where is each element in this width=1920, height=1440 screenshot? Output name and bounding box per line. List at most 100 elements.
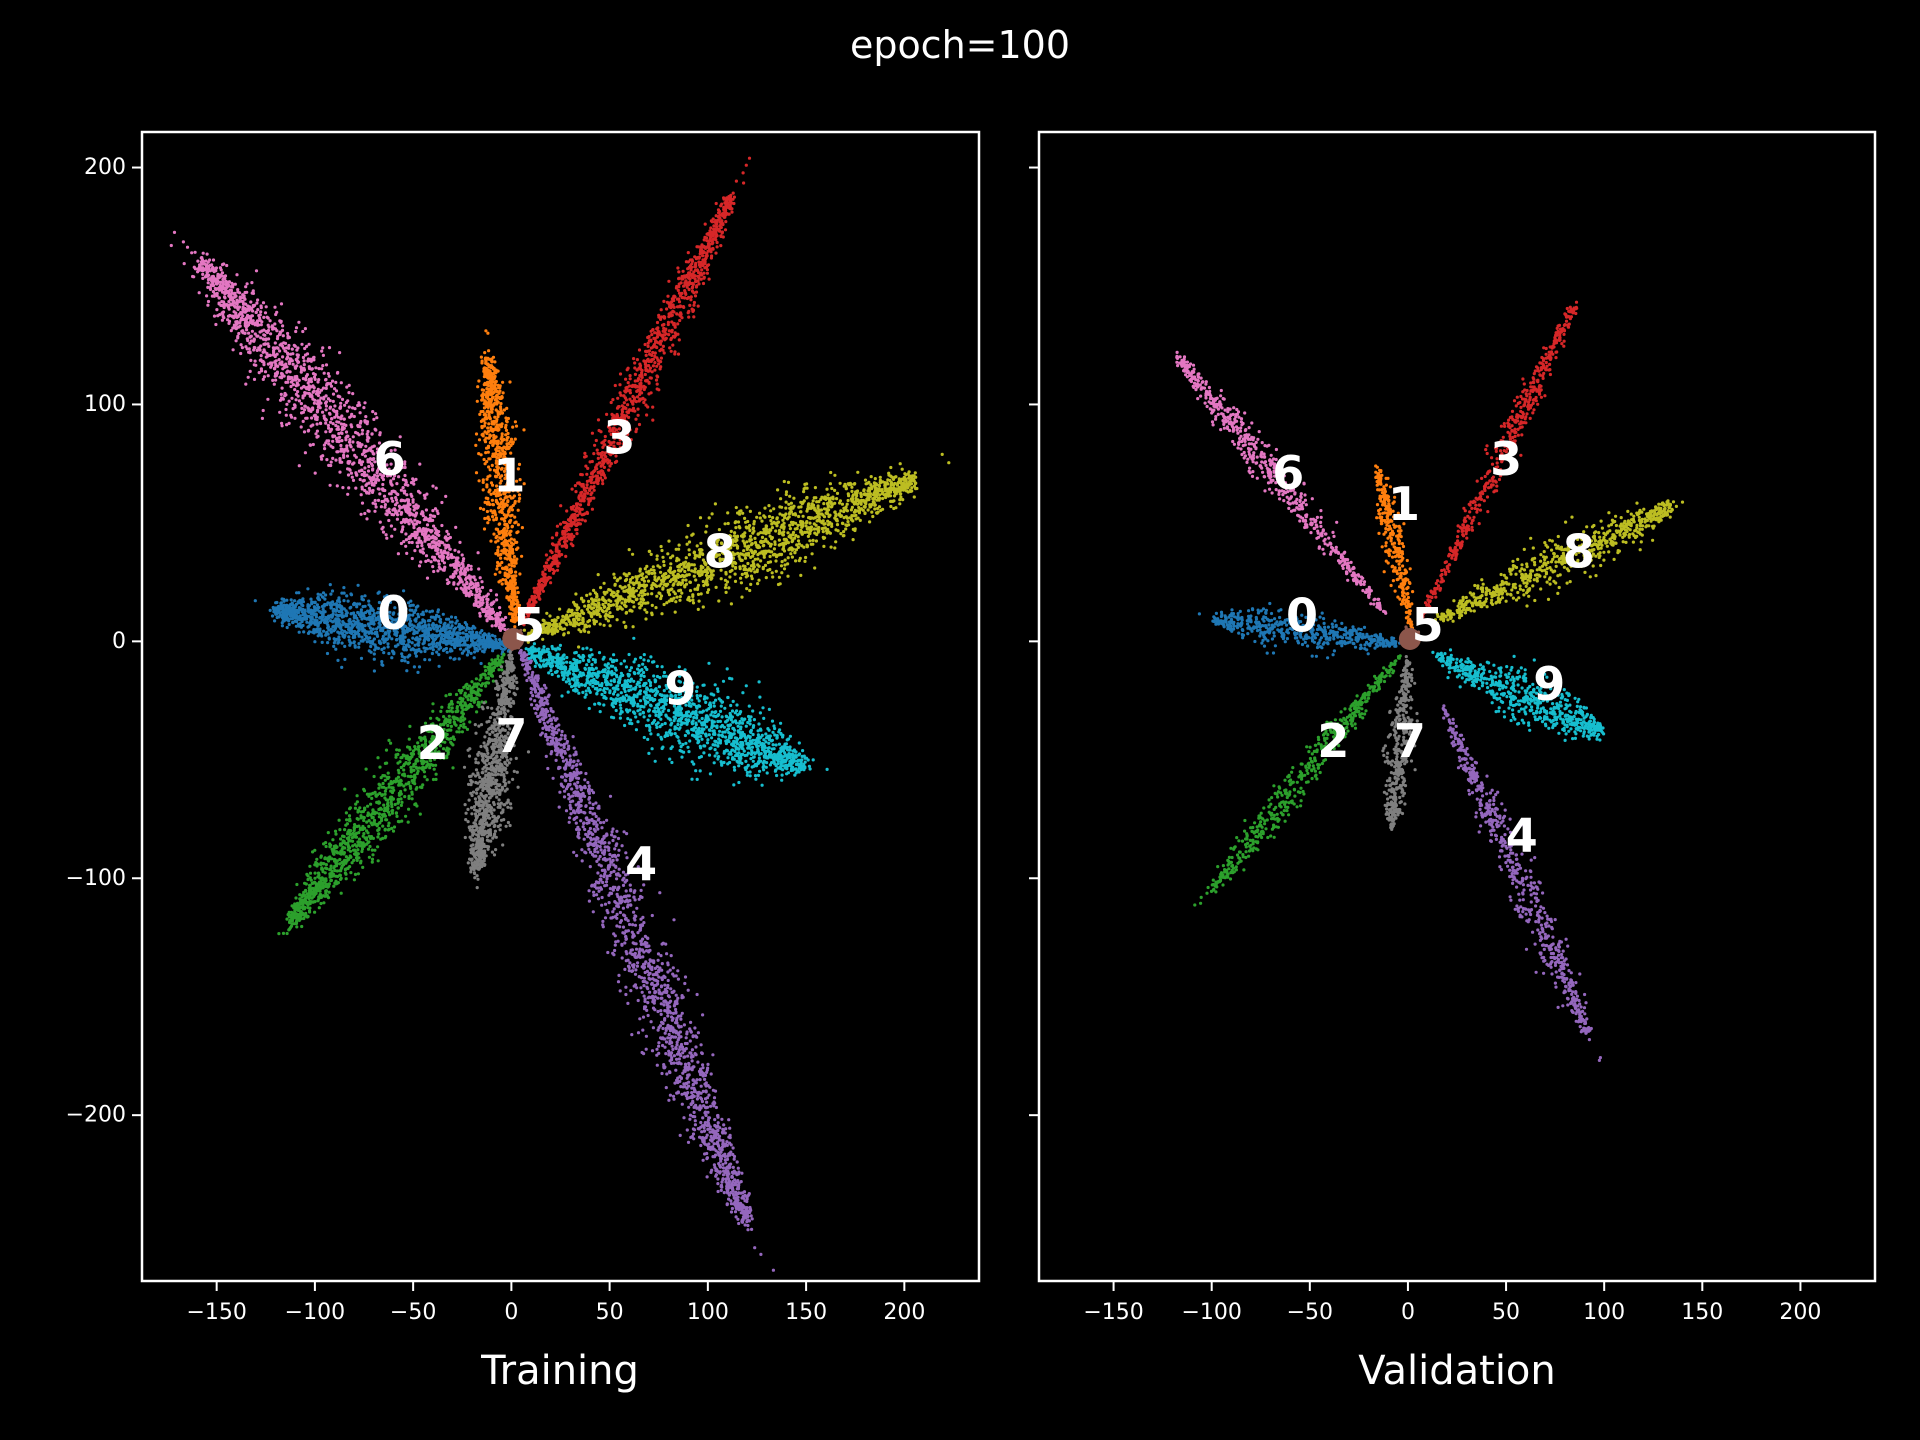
- cluster-1-point: [480, 359, 484, 363]
- cluster-0-point: [480, 639, 484, 643]
- cluster-1-point: [487, 349, 491, 353]
- cluster-2-point: [455, 705, 459, 709]
- cluster-0-point: [472, 636, 476, 640]
- cluster-2-point: [363, 806, 367, 810]
- cluster-0-point: [306, 625, 310, 629]
- cluster-3-point: [701, 254, 705, 258]
- cluster-0-point: [418, 621, 422, 625]
- cluster-0-point: [374, 616, 378, 621]
- cluster-4-point: [661, 1026, 665, 1031]
- cluster-3-point: [628, 377, 632, 381]
- cluster-1-point: [482, 369, 486, 373]
- cluster-2-point: [383, 789, 387, 793]
- cluster-0-point: [342, 599, 346, 603]
- cluster-2-point: [406, 820, 410, 824]
- cluster-1-point: [500, 422, 504, 426]
- cluster-3-point: [720, 230, 725, 234]
- cluster-3-point: [591, 475, 595, 479]
- cluster-3-point: [645, 413, 649, 417]
- cluster-3-point: [712, 224, 716, 228]
- cluster-2-point: [369, 792, 373, 796]
- cluster-2-point: [352, 878, 356, 882]
- cluster-1-point: [495, 389, 499, 393]
- cluster-3-point: [690, 289, 695, 293]
- cluster-2-point: [343, 846, 347, 850]
- cluster-2-point: [460, 710, 464, 714]
- cluster-3-point: [690, 262, 694, 266]
- cluster-0-point: [312, 631, 316, 635]
- cluster-0-point: [338, 613, 342, 617]
- cluster-2-point: [295, 903, 300, 907]
- cluster-2-point: [352, 826, 356, 831]
- cluster-3-point: [681, 305, 686, 309]
- cluster-0-point: [428, 658, 432, 662]
- cluster-2-point: [459, 719, 463, 724]
- cluster-3-point: [583, 492, 587, 496]
- cluster-1-point: [478, 506, 483, 510]
- cluster-2-point: [370, 796, 374, 801]
- cluster-3-point: [671, 343, 675, 347]
- cluster-2-point: [484, 681, 488, 686]
- cluster-2-point: [457, 726, 461, 730]
- cluster-0-point: [472, 656, 476, 660]
- cluster-0-point: [444, 646, 448, 651]
- cluster-0-point: [410, 623, 414, 627]
- cluster-1-point: [482, 388, 486, 392]
- cluster-0-point: [341, 620, 345, 624]
- cluster-0-point: [279, 601, 283, 605]
- cluster-0-point: [334, 617, 338, 621]
- cluster-3-point: [731, 191, 735, 195]
- cluster-0-point: [386, 642, 390, 646]
- cluster-3-point: [550, 563, 554, 567]
- cluster-2-point: [347, 839, 352, 843]
- cluster-3-point: [632, 357, 636, 361]
- cluster-2-point: [372, 818, 377, 823]
- cluster-2-point: [336, 874, 340, 879]
- cluster-3-point: [535, 589, 539, 593]
- cluster-0-point: [436, 610, 440, 614]
- cluster-3-point: [580, 484, 584, 488]
- cluster-0-point: [326, 601, 330, 605]
- cluster-1-point: [499, 509, 503, 513]
- cluster-3-point: [590, 431, 595, 435]
- cluster-2-point: [327, 882, 331, 886]
- cluster-2-point: [489, 673, 493, 678]
- cluster-0-point: [416, 612, 420, 616]
- cluster-0-point: [335, 622, 339, 626]
- cluster-1-point: [515, 531, 519, 535]
- cluster-0-point: [329, 592, 333, 596]
- cluster-3-point: [677, 291, 682, 295]
- cluster-1-point: [504, 548, 508, 552]
- cluster-3-point: [665, 300, 670, 304]
- cluster-3-point: [554, 547, 558, 551]
- cluster-2-point: [377, 786, 381, 790]
- cluster-0-point: [490, 633, 494, 638]
- cluster-4-point: [588, 801, 592, 805]
- cluster-2-point: [425, 778, 429, 782]
- cluster-3-point: [669, 349, 673, 353]
- cluster-3-point: [726, 197, 730, 201]
- cluster-0-point: [371, 627, 375, 631]
- cluster-3-point: [649, 346, 654, 350]
- cluster-0-point: [360, 595, 364, 599]
- cluster-0-point: [416, 643, 421, 647]
- cluster-0-point: [324, 593, 328, 597]
- cluster-1-point: [481, 396, 485, 401]
- cluster-2-point: [302, 913, 306, 917]
- cluster-0-point: [424, 609, 428, 613]
- cluster-3-point: [701, 263, 705, 268]
- cluster-0-point: [323, 597, 327, 601]
- cluster-4-point: [667, 1032, 671, 1037]
- cluster-0-point: [307, 630, 312, 634]
- cluster-3-point: [694, 285, 699, 289]
- cluster-0-point: [448, 656, 452, 660]
- cluster-0-point: [478, 647, 482, 651]
- cluster-1-point: [494, 379, 498, 384]
- cluster-3-point: [700, 268, 704, 272]
- cluster-0-point: [324, 633, 328, 637]
- cluster-0-point: [464, 647, 468, 651]
- cluster-0-point: [478, 631, 482, 635]
- cluster-2-point: [356, 872, 360, 876]
- cluster-0-point: [340, 591, 344, 595]
- cluster-2-point: [460, 699, 465, 703]
